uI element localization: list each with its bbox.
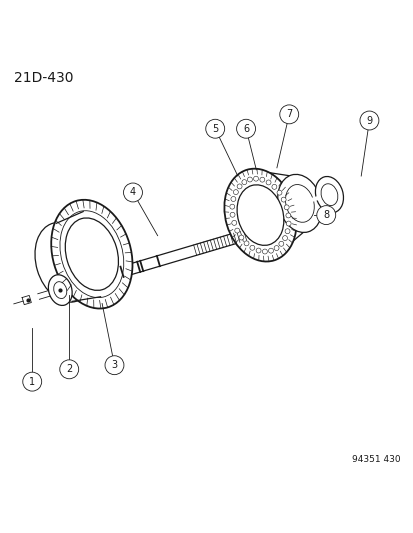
Circle shape [282, 236, 287, 240]
Ellipse shape [315, 176, 343, 213]
Circle shape [230, 212, 235, 217]
Circle shape [271, 184, 276, 189]
Polygon shape [38, 280, 86, 299]
Ellipse shape [48, 275, 72, 305]
Circle shape [259, 177, 264, 182]
Ellipse shape [35, 222, 93, 302]
Circle shape [316, 206, 335, 224]
Circle shape [273, 246, 278, 251]
Text: 94351 430: 94351 430 [351, 455, 399, 464]
Text: 8: 8 [323, 210, 328, 220]
Circle shape [285, 221, 290, 226]
Circle shape [262, 249, 267, 254]
Circle shape [205, 119, 224, 138]
Text: 2: 2 [66, 365, 72, 374]
Text: 6: 6 [242, 124, 249, 134]
Ellipse shape [277, 174, 321, 232]
Circle shape [285, 213, 290, 218]
Polygon shape [97, 222, 273, 284]
Circle shape [285, 229, 289, 233]
Circle shape [236, 119, 255, 138]
Polygon shape [22, 295, 31, 305]
Circle shape [266, 180, 271, 185]
Ellipse shape [285, 184, 313, 222]
Text: 7: 7 [285, 109, 292, 119]
Circle shape [359, 111, 378, 130]
Circle shape [247, 177, 252, 182]
Text: 9: 9 [366, 116, 372, 125]
Ellipse shape [224, 168, 296, 262]
Circle shape [233, 190, 238, 195]
Circle shape [123, 183, 142, 202]
Ellipse shape [237, 185, 283, 245]
Circle shape [268, 248, 273, 253]
Circle shape [230, 197, 235, 201]
Circle shape [278, 241, 283, 246]
Circle shape [105, 356, 123, 375]
Circle shape [244, 241, 248, 246]
Text: 5: 5 [211, 124, 218, 134]
Circle shape [256, 248, 261, 253]
Ellipse shape [54, 281, 66, 298]
Circle shape [249, 245, 254, 250]
Circle shape [241, 180, 246, 184]
Text: 1: 1 [29, 377, 35, 386]
Ellipse shape [51, 200, 132, 309]
Circle shape [59, 360, 78, 379]
Circle shape [280, 197, 285, 202]
Circle shape [231, 221, 236, 225]
Circle shape [284, 205, 288, 210]
Text: 4: 4 [130, 188, 136, 198]
Circle shape [276, 190, 281, 195]
Circle shape [253, 176, 258, 181]
Text: 3: 3 [111, 360, 117, 370]
Ellipse shape [65, 218, 118, 290]
Text: 21D-430: 21D-430 [14, 71, 73, 85]
Circle shape [23, 372, 42, 391]
Circle shape [279, 105, 298, 124]
Circle shape [238, 235, 243, 240]
Circle shape [234, 228, 239, 233]
Circle shape [229, 204, 234, 209]
Ellipse shape [320, 184, 337, 206]
Circle shape [237, 184, 242, 189]
